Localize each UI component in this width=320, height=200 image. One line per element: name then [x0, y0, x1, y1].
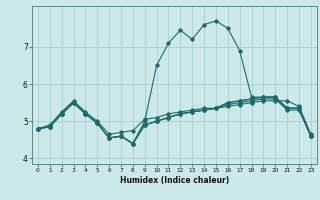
- X-axis label: Humidex (Indice chaleur): Humidex (Indice chaleur): [120, 176, 229, 185]
